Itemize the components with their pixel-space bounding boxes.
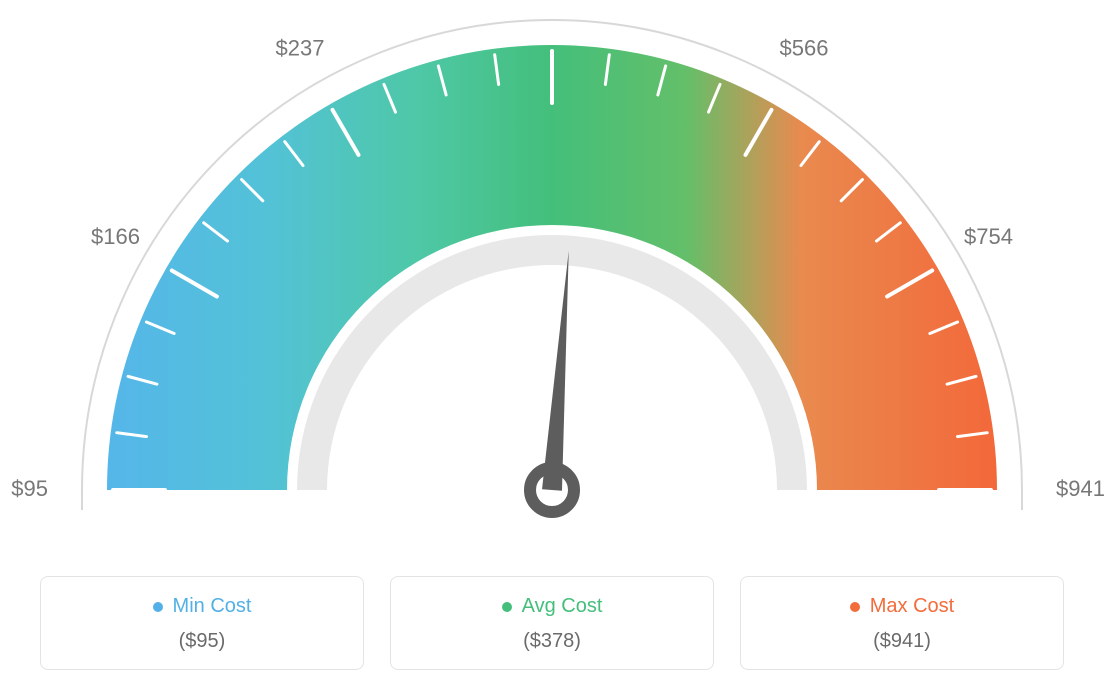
cost-gauge-chart: $95$166$237$378$566$754$941 Min Cost ($9…	[0, 0, 1104, 690]
legend-label-text: Min Cost	[173, 595, 252, 618]
svg-text:$566: $566	[780, 35, 829, 60]
legend-value-max: ($941)	[751, 630, 1053, 653]
dot-icon	[502, 602, 512, 612]
gauge-area: $95$166$237$378$566$754$941	[0, 0, 1104, 560]
legend-card-max: Max Cost ($941)	[740, 576, 1064, 670]
legend-card-min: Min Cost ($95)	[40, 576, 364, 670]
legend-value-avg: ($378)	[401, 630, 703, 653]
svg-text:$237: $237	[276, 35, 325, 60]
legend-card-avg: Avg Cost ($378)	[390, 576, 714, 670]
svg-text:$754: $754	[964, 224, 1013, 249]
svg-text:$941: $941	[1056, 476, 1104, 501]
legend-label-max: Max Cost	[751, 595, 1053, 618]
dot-icon	[153, 602, 163, 612]
legend-label-avg: Avg Cost	[401, 595, 703, 618]
dot-icon	[850, 602, 860, 612]
legend-value-min: ($95)	[51, 630, 353, 653]
legend-label-text: Max Cost	[870, 595, 954, 618]
legend-row: Min Cost ($95) Avg Cost ($378) Max Cost …	[0, 576, 1104, 670]
legend-label-min: Min Cost	[51, 595, 353, 618]
svg-text:$166: $166	[91, 224, 140, 249]
svg-text:$95: $95	[11, 476, 48, 501]
legend-label-text: Avg Cost	[522, 595, 603, 618]
gauge-svg: $95$166$237$378$566$754$941	[0, 0, 1104, 560]
